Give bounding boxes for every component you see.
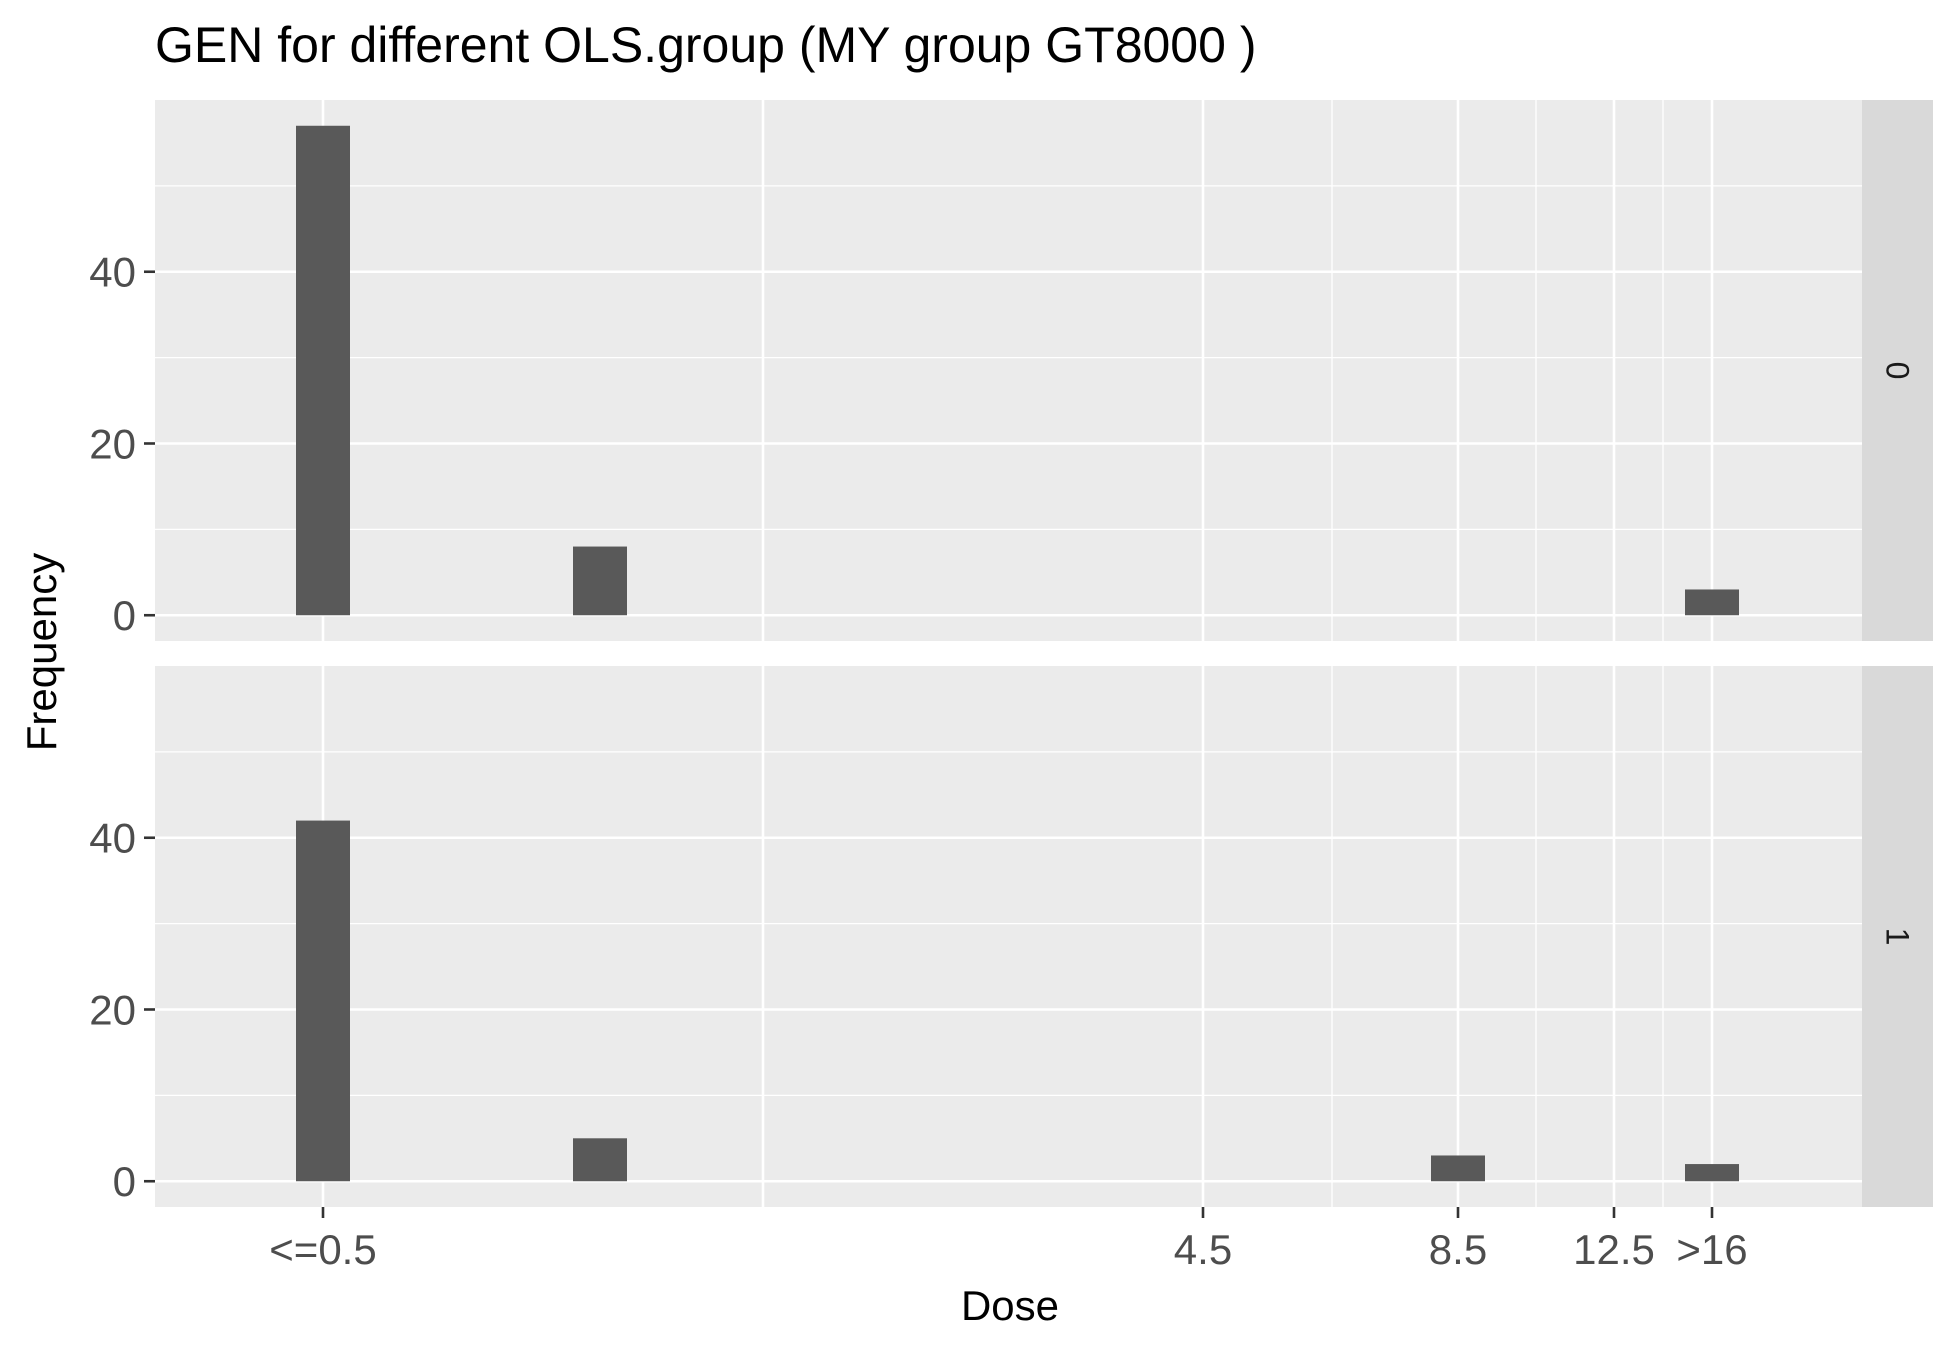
facet-strip [1862,666,1933,1207]
y-tick-label: 20 [89,986,136,1033]
facet-strip-label: 0 [1880,362,1916,380]
histogram-bar [1431,1155,1485,1182]
panel-background [155,100,1862,641]
histogram-bar [1685,589,1739,616]
x-tick-label: >16 [1676,1226,1747,1273]
x-axis-title: Dose [961,1282,1059,1329]
panel-background [155,666,1862,1207]
y-tick-label: 0 [113,592,136,639]
facet-panels: 0 20 40 0 0 20 40 1 [89,100,1933,1207]
y-tick-label: 20 [89,420,136,467]
histogram-bar [1685,1164,1739,1182]
chart-title: GEN for different OLS.group (MY group GT… [155,17,1256,73]
x-tick-label: 12.5 [1573,1226,1655,1273]
histogram-bar [296,820,350,1182]
histogram-bar [573,1138,627,1182]
x-axis: <=0.5 4.5 8.5 12.5 >16 [269,1207,1748,1273]
y-axis-title: Frequency [18,553,65,751]
histogram-bar [296,125,350,616]
x-tick-label: 4.5 [1174,1226,1232,1273]
facet-panel-1: 0 20 40 1 [89,666,1933,1207]
y-tick-label: 40 [89,249,136,296]
facet-panel-0: 0 20 40 0 [89,100,1933,641]
y-tick-label: 0 [113,1158,136,1205]
facet-strip [1862,100,1933,641]
x-tick-label: 8.5 [1429,1226,1487,1273]
facet-strip-label: 1 [1880,928,1916,946]
histogram-bar [573,546,627,616]
x-tick-label: <=0.5 [269,1226,376,1273]
y-tick-label: 40 [89,815,136,862]
